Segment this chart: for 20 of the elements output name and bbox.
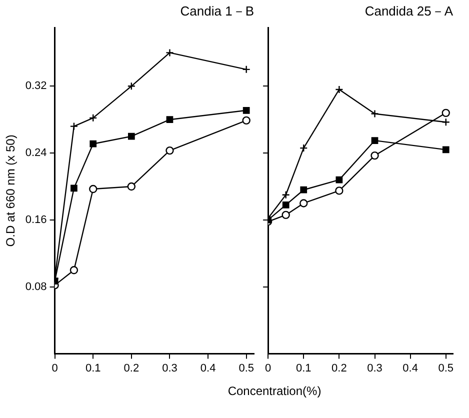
x-tick-label: 0.3: [162, 362, 178, 374]
chart-title: Candida 25－A: [364, 3, 454, 18]
x-tick-label: 0: [52, 362, 58, 374]
x-tick-label: 0.5: [438, 362, 454, 374]
x-tick-label: 0.1: [85, 362, 101, 374]
x-tick-label: 0.2: [124, 362, 140, 374]
x-tick-label: 0.2: [332, 362, 347, 374]
x-tick-label: 0.1: [296, 362, 312, 374]
chart-title: Candia 1－B: [180, 3, 254, 18]
x-tick-label: 0.5: [238, 362, 254, 374]
x-tick-label: 0.3: [367, 362, 382, 374]
x-tick-label: 0.4: [200, 362, 216, 374]
y-tick-label: 0.16: [25, 214, 47, 226]
y-tick-label: 0.08: [25, 280, 47, 293]
y-tick-label: 0.24: [25, 147, 47, 160]
y-axis-title: O.D at 660 nm (x 50): [4, 134, 18, 247]
x-tick-label: 0.4: [402, 362, 418, 374]
x-tick-label: 0: [264, 362, 272, 374]
x-axis-title: Concentration(%): [226, 384, 322, 398]
y-tick-label: 0.32: [25, 80, 47, 92]
